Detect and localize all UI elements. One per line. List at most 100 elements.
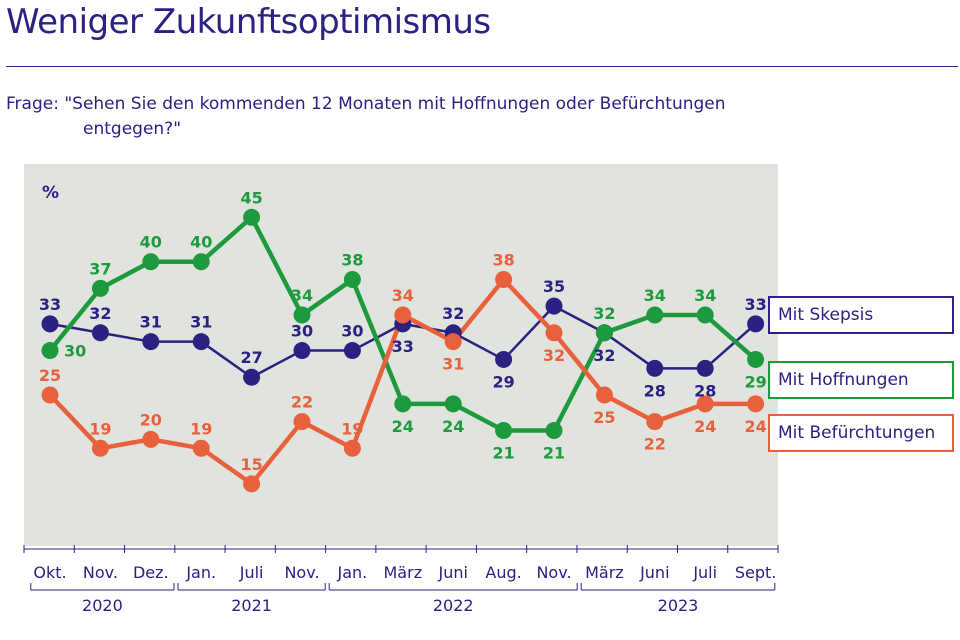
data-label-mit-befuerchtungen: 22 (644, 435, 666, 454)
data-point-mit-hoffnungen (444, 395, 462, 413)
data-label-mit-skepsis: 32 (89, 304, 111, 323)
data-point-mit-hoffnungen (192, 253, 210, 271)
data-label-mit-skepsis: 32 (442, 304, 464, 323)
data-point-mit-befuerchtungen (394, 306, 412, 324)
data-label-mit-befuerchtungen: 31 (442, 355, 464, 374)
data-label-mit-hoffnungen: 30 (64, 342, 86, 361)
data-point-mit-skepsis (646, 359, 664, 377)
x-tick-label: Juni (437, 563, 467, 582)
x-tick-label: Okt. (33, 563, 66, 582)
data-label-mit-hoffnungen: 34 (644, 286, 666, 305)
data-point-mit-hoffnungen (343, 270, 361, 288)
data-label-mit-befuerchtungen: 19 (190, 419, 212, 438)
question-line-2: entgegen?" (83, 119, 182, 139)
data-label-mit-skepsis: 31 (190, 313, 212, 332)
data-point-mit-hoffnungen (142, 253, 160, 271)
data-label-mit-hoffnungen: 32 (593, 304, 615, 323)
x-tick-label: März (585, 563, 624, 582)
data-point-mit-skepsis (747, 315, 765, 333)
data-label-mit-skepsis: 32 (593, 346, 615, 365)
data-label-mit-befuerchtungen: 25 (39, 366, 61, 385)
data-label-mit-skepsis: 31 (140, 313, 162, 332)
x-tick-label: Jan. (185, 563, 216, 582)
data-label-mit-skepsis: 28 (694, 381, 716, 400)
year-label: 2023 (658, 596, 699, 615)
question-line-1: Frage: "Sehen Sie den kommenden 12 Monat… (6, 94, 726, 114)
data-label-mit-hoffnungen: 24 (442, 417, 464, 436)
data-label-mit-skepsis: 35 (543, 277, 565, 296)
data-label-mit-hoffnungen: 29 (744, 372, 766, 391)
data-label-mit-befuerchtungen: 32 (543, 346, 565, 365)
data-point-mit-skepsis (142, 333, 160, 351)
data-label-mit-hoffnungen: 37 (89, 259, 111, 278)
data-point-mit-hoffnungen (595, 324, 613, 342)
data-label-mit-befuerchtungen: 15 (240, 455, 262, 474)
data-label-mit-befuerchtungen: 25 (593, 408, 615, 427)
x-tick-label: Aug. (485, 563, 521, 582)
x-tick-label: Nov. (536, 563, 571, 582)
x-axis: Okt. Nov. Dez. Jan. Juli Nov. Jan. März Juni Aug.… (23, 545, 779, 615)
data-point-mit-befuerchtungen (192, 439, 210, 457)
data-label-mit-befuerchtungen: 22 (291, 393, 313, 412)
data-label-mit-hoffnungen: 34 (694, 286, 716, 305)
data-point-mit-befuerchtungen (444, 333, 462, 351)
data-label-mit-hoffnungen: 40 (140, 233, 162, 252)
data-label-mit-skepsis: 30 (291, 322, 313, 341)
data-point-mit-befuerchtungen (696, 395, 714, 413)
data-point-mit-befuerchtungen (142, 430, 160, 448)
y-axis-unit-label: % (42, 183, 59, 203)
data-point-mit-hoffnungen (696, 306, 714, 324)
data-label-mit-hoffnungen: 40 (190, 233, 212, 252)
plot-background (24, 164, 778, 546)
data-point-mit-skepsis (192, 333, 210, 351)
data-point-mit-skepsis (293, 342, 311, 360)
data-point-mit-hoffnungen (747, 350, 765, 368)
legend-hoffnungen: Mit Hoffnungen (768, 361, 954, 399)
data-point-mit-hoffnungen (646, 306, 664, 324)
data-point-mit-hoffnungen (495, 422, 513, 440)
data-point-mit-skepsis (495, 350, 513, 368)
series-points (41, 208, 765, 493)
data-label-mit-skepsis: 33 (392, 337, 414, 356)
x-tick-label: Sept. (735, 563, 777, 582)
data-label-mit-befuerchtungen: 20 (140, 410, 162, 429)
data-point-mit-skepsis (41, 315, 59, 333)
data-point-mit-hoffnungen (293, 306, 311, 324)
title-divider (6, 66, 958, 67)
data-label-mit-befuerchtungen: 38 (492, 250, 514, 269)
data-label-mit-skepsis: 33 (744, 295, 766, 314)
year-label: 2021 (231, 596, 272, 615)
chart-title: Weniger Zukunftsoptimismus (6, 2, 491, 42)
x-tick-label: Dez. (133, 563, 169, 582)
data-label-mit-befuerchtungen: 24 (744, 417, 766, 436)
data-point-mit-befuerchtungen (41, 386, 59, 404)
x-tick-label: März (384, 563, 423, 582)
data-point-mit-hoffnungen (91, 279, 109, 297)
data-point-mit-skepsis (696, 359, 714, 377)
data-point-mit-skepsis (243, 368, 261, 386)
data-point-mit-befuerchtungen (595, 386, 613, 404)
data-point-mit-hoffnungen (41, 342, 59, 360)
data-point-mit-hoffnungen (243, 208, 261, 226)
data-point-mit-befuerchtungen (243, 475, 261, 493)
data-point-mit-skepsis (91, 324, 109, 342)
x-tick-label: Nov. (284, 563, 319, 582)
data-labels: 33 32 31 31 27 30 30 33 32 29 35 32 28 28 33 30 37 40 40 45… (39, 188, 767, 474)
x-tick-label: Juni (639, 563, 669, 582)
data-label-mit-skepsis: 27 (240, 348, 262, 367)
data-label-mit-skepsis: 29 (492, 372, 514, 391)
data-point-mit-befuerchtungen (747, 395, 765, 413)
year-label: 2020 (82, 596, 123, 615)
data-point-mit-skepsis (343, 342, 361, 360)
year-label: 2022 (433, 596, 474, 615)
data-point-mit-befuerchtungen (91, 439, 109, 457)
data-label-mit-skepsis: 30 (341, 322, 363, 341)
data-label-mit-hoffnungen: 21 (492, 444, 514, 463)
data-point-mit-befuerchtungen (495, 270, 513, 288)
data-point-mit-befuerchtungen (293, 413, 311, 431)
x-tick-label: Juli (692, 563, 717, 582)
data-label-mit-befuerchtungen: 34 (392, 286, 414, 305)
data-label-mit-befuerchtungen: 24 (694, 417, 716, 436)
data-label-mit-hoffnungen: 34 (291, 286, 313, 305)
